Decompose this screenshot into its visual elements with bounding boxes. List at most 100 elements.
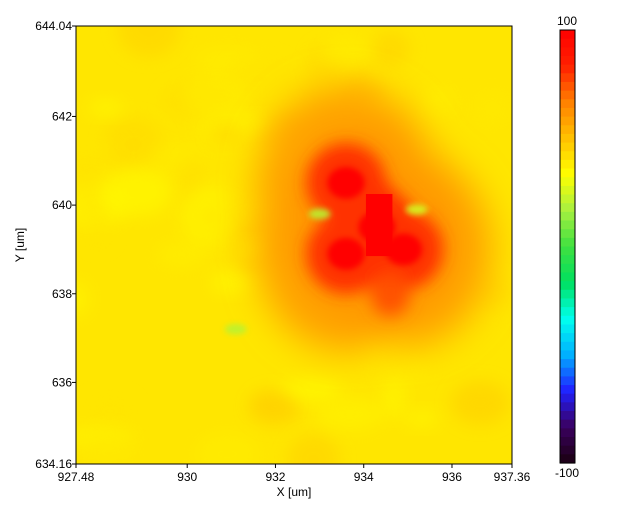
colorbar-band — [560, 428, 575, 438]
heatmap-feature-region — [370, 271, 411, 316]
colorbar-band — [560, 402, 575, 412]
heatmap-texture-blob — [380, 350, 427, 387]
colorbar-band — [560, 203, 575, 213]
colorbar-band — [560, 263, 575, 274]
x-tick-label: 930 — [177, 470, 197, 484]
x-axis-label: X [um] — [277, 485, 312, 499]
y-tick-label: 642 — [52, 109, 72, 123]
colorbar-band — [560, 393, 575, 403]
colorbar-band — [560, 99, 575, 109]
colorbar-band — [560, 281, 575, 291]
heatmap-texture-blob — [76, 282, 89, 317]
colorbar-band — [560, 73, 575, 83]
colorbar-band — [560, 350, 575, 360]
colorbar-band — [560, 151, 575, 161]
y-axis-ticks: 644.04 642 640 638 636 634.16 — [35, 19, 76, 471]
heatmap-texture-blob — [84, 210, 114, 248]
colorbar-band — [560, 168, 575, 178]
colorbar-band — [560, 341, 575, 352]
y-tick-label: 636 — [52, 375, 72, 389]
colorbar-band — [560, 90, 575, 100]
colorbar-band — [560, 177, 575, 187]
heatmap-texture-blob — [181, 74, 250, 118]
heatmap-features — [224, 166, 428, 335]
colorbar-band — [560, 47, 575, 57]
y-tick-label: 638 — [52, 287, 72, 301]
x-tick-label: 932 — [265, 470, 285, 484]
colorbar-band — [560, 81, 575, 92]
heatmap-texture-blob — [278, 378, 343, 402]
heatmap-texture-blob — [209, 125, 243, 144]
x-tick-label: 934 — [354, 470, 374, 484]
colorbar-band — [560, 255, 575, 265]
colorbar-band — [560, 125, 575, 135]
colorbar-band — [560, 220, 575, 230]
heatmap-texture-blob — [382, 378, 405, 419]
heatmap-texture-blob — [76, 139, 122, 158]
plot-area — [75, 25, 513, 465]
colorbar-band — [560, 315, 575, 326]
heatmap-texture-blob — [84, 429, 134, 464]
colorbar-band — [560, 411, 575, 421]
colorbar-band — [560, 298, 575, 308]
heatmap-texture-blob — [404, 410, 439, 428]
heatmap-core-region — [327, 166, 365, 199]
colorbar-min-label: -100 — [555, 466, 579, 480]
colorbar-band — [560, 437, 575, 447]
heatmap-texture-blob — [450, 380, 510, 425]
heatmap-texture-blob — [317, 37, 371, 70]
colorbar-band — [560, 185, 575, 196]
heatmap-texture-blob — [371, 30, 411, 67]
heatmap-texture-blob — [419, 86, 457, 122]
colorbar-band — [560, 289, 575, 300]
heatmap-texture-blob — [76, 173, 107, 219]
colorbar-band — [560, 367, 575, 377]
colorbar: 100 -100 — [555, 14, 579, 480]
colorbar-band — [560, 359, 575, 369]
x-axis-ticks: 927.48 930 932 934 936 937.36 — [58, 464, 531, 484]
colorbar-band — [560, 272, 575, 282]
colorbar-band — [560, 159, 575, 170]
colorbar-band — [560, 55, 575, 66]
colorbar-band — [560, 211, 575, 222]
heatmap-texture-blob — [84, 393, 136, 428]
colorbar-band — [560, 324, 575, 334]
heatmap-texture-blob — [249, 26, 303, 38]
colorbar-band — [560, 133, 575, 144]
heatmap-feature-spot — [405, 204, 428, 215]
heatmap-core-region — [327, 237, 365, 270]
heatmap-texture-blob — [117, 26, 181, 58]
colorbar-band — [560, 107, 575, 118]
heatmap-texture-blob — [471, 88, 512, 129]
colorbar-band — [560, 385, 575, 395]
colorbar-band — [560, 237, 575, 248]
heatmap-texture-blob — [196, 432, 259, 464]
colorbar-band — [560, 30, 575, 40]
colorbar-band — [560, 38, 575, 48]
heatmap-texture-blob — [157, 241, 207, 268]
y-axis-label: Y [um] — [13, 228, 27, 262]
colorbar-band — [560, 454, 575, 464]
colorbar-band — [560, 246, 575, 256]
y-tick-label: 644.04 — [35, 19, 72, 33]
colorbar-band — [560, 116, 575, 126]
colorbar-band — [560, 64, 575, 74]
heatmap-core-region — [384, 233, 422, 266]
heatmap-texture-blob — [76, 155, 106, 181]
colorbar-band — [560, 445, 575, 455]
heatmap-feature-spot — [308, 208, 331, 220]
heatmap-feature-spot — [224, 323, 247, 335]
heatmap-texture-blob — [250, 394, 294, 415]
heatmap-core-block — [365, 194, 393, 257]
heatmap-texture-blob — [315, 398, 385, 431]
plot-frame — [75, 25, 513, 465]
heatmap-texture-blob — [181, 186, 237, 245]
colorbar-band — [560, 194, 575, 204]
heatmap-texture-blob — [87, 98, 124, 117]
heatmap-texture-blob — [287, 433, 341, 464]
x-tick-label: 937.36 — [494, 470, 531, 484]
heatmap-texture-blob — [103, 166, 172, 217]
colorbar-frame — [559, 29, 576, 464]
colorbar-max-label: 100 — [557, 14, 577, 28]
